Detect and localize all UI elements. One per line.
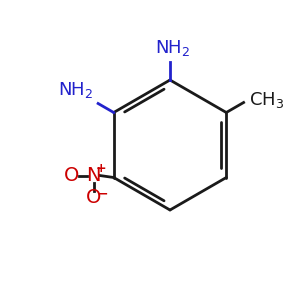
Text: +: + — [95, 162, 106, 175]
Text: NH$_2$: NH$_2$ — [58, 80, 93, 100]
Text: O: O — [64, 166, 80, 185]
Text: O: O — [86, 188, 101, 207]
Text: −: − — [98, 188, 108, 201]
Text: CH$_3$: CH$_3$ — [249, 91, 284, 110]
Text: N: N — [86, 166, 101, 185]
Text: NH$_2$: NH$_2$ — [155, 38, 191, 58]
